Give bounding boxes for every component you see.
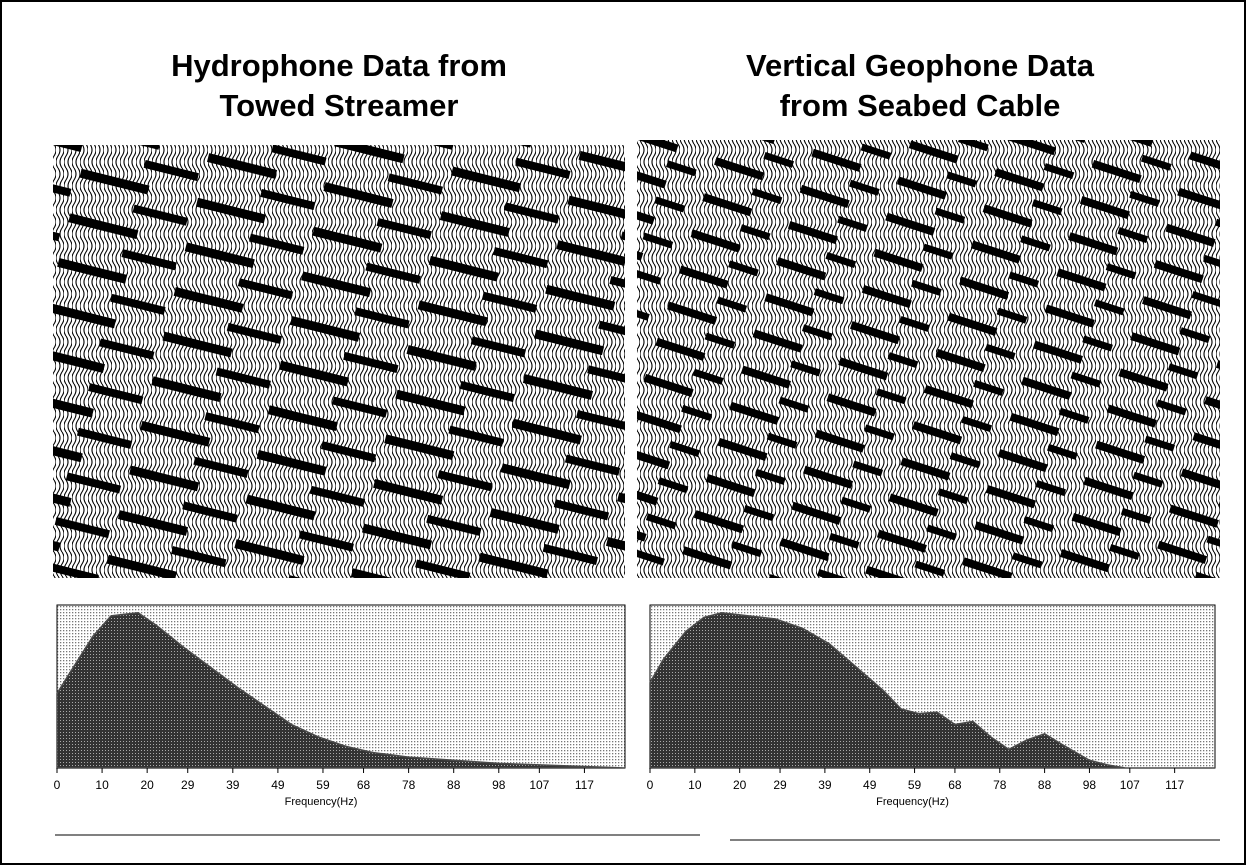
seismic-left	[53, 145, 625, 578]
x-tick-label: 20	[733, 778, 747, 792]
x-tick-label: 59	[908, 778, 922, 792]
x-tick-label: 78	[402, 778, 416, 792]
seismic-right	[637, 140, 1220, 578]
x-axis-label: Frequency(Hz)	[876, 796, 949, 808]
x-tick-label: 117	[575, 778, 594, 792]
x-tick-label: 29	[773, 778, 787, 792]
x-tick-label: 0	[54, 778, 61, 792]
chart-title: from Seabed Cable	[780, 88, 1061, 123]
spectrum-area	[649, 612, 1215, 769]
x-tick-label: 98	[1083, 778, 1097, 792]
x-tick-label: 39	[818, 778, 832, 792]
x-tick-label: 107	[529, 778, 549, 792]
x-tick-label: 39	[226, 778, 240, 792]
x-tick-label: 88	[1038, 778, 1052, 792]
x-tick-label: 0	[647, 778, 654, 792]
x-tick-label: 59	[316, 778, 330, 792]
x-tick-label: 98	[492, 778, 506, 792]
chart-title: Vertical Geophone Data	[746, 48, 1095, 83]
x-tick-label: 49	[863, 778, 877, 792]
x-tick-label: 49	[271, 778, 285, 792]
x-tick-label: 68	[948, 778, 962, 792]
chart-title: Towed Streamer	[220, 88, 459, 123]
x-tick-label: 29	[181, 778, 195, 792]
chart-title: Hydrophone Data from	[171, 48, 507, 83]
x-tick-label: 10	[95, 778, 109, 792]
x-axis-label: Frequency(Hz)	[285, 796, 358, 808]
x-tick-label: 10	[688, 778, 702, 792]
x-tick-label: 68	[357, 778, 371, 792]
x-tick-label: 107	[1120, 778, 1140, 792]
x-tick-label: 78	[993, 778, 1007, 792]
x-tick-label: 20	[140, 778, 154, 792]
x-tick-label: 117	[1165, 778, 1184, 792]
x-tick-label: 88	[447, 778, 461, 792]
spectrum-area	[56, 611, 626, 769]
